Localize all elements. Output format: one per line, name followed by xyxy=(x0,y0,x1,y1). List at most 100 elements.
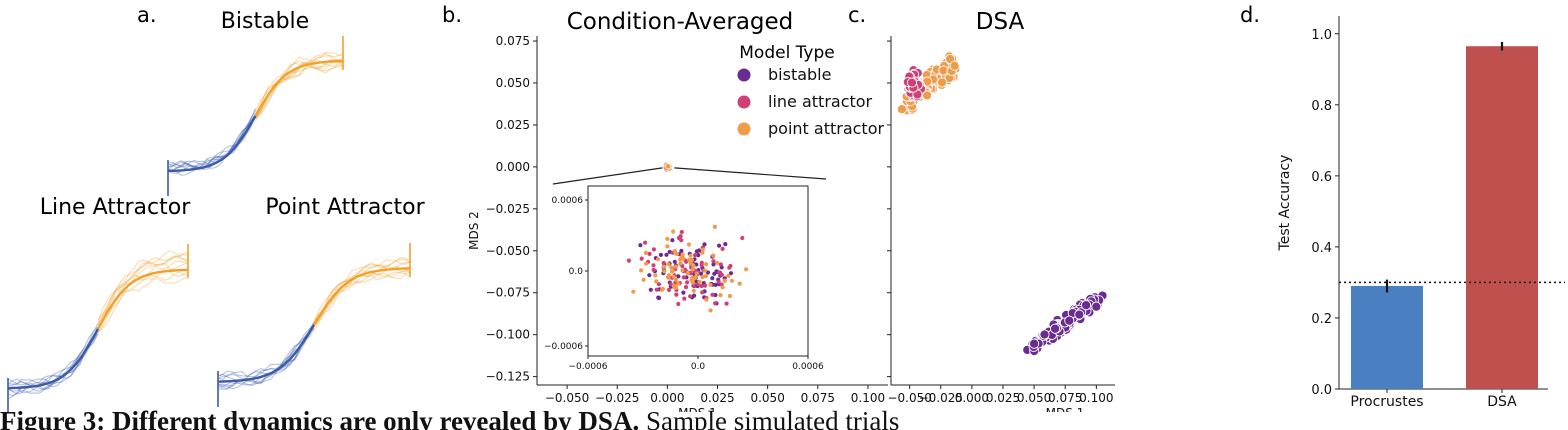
inset-point-bistable xyxy=(670,238,675,243)
inset-point-point-attractor xyxy=(673,264,679,269)
panel-c-point-point-attractor xyxy=(896,104,907,115)
panel-b-inset: −0.0006 0.0 0.0006 0.0006 0.0 −0.0006 xyxy=(544,167,827,372)
inset-point-bistable xyxy=(679,248,684,253)
panel-b-xtick-label: 0.075 xyxy=(801,391,835,405)
inset-point-line-attractor xyxy=(693,253,698,258)
inset-point-line-attractor xyxy=(703,283,708,288)
trajectory-early-trial xyxy=(7,326,99,386)
inset-point-line-attractor xyxy=(651,263,656,268)
inset-point-bistable xyxy=(713,282,718,287)
panel-c-point-bistable xyxy=(1081,300,1092,311)
inset-point-line-attractor xyxy=(718,262,723,267)
legend-marker-bistable xyxy=(737,68,751,82)
panel-c-point-bistable xyxy=(1091,301,1102,312)
panel-c-point-bistable xyxy=(1064,315,1075,326)
trajectory-late-trial xyxy=(255,59,344,114)
bistable-trajectories xyxy=(167,36,344,196)
inset-point-point-attractor xyxy=(678,261,683,266)
inset-point-line-attractor xyxy=(639,256,644,261)
inset-point-point-attractor xyxy=(697,279,702,284)
panel-c-xtick-label: 0.100 xyxy=(1079,391,1113,405)
trajectory-late-mean xyxy=(312,267,411,326)
inset-point-bistable xyxy=(710,276,715,281)
trajectory-early-trial xyxy=(7,329,99,394)
trajectory-early-trial xyxy=(217,324,315,390)
panel-d-ylabel: Test Accuracy xyxy=(1277,155,1293,252)
inset-point-point-attractor xyxy=(703,274,709,279)
bistable-title: Bistable xyxy=(221,9,309,34)
panel-b-axes: 0.075 0.050 0.025 0.000 −0.025 −0.050 −0.075 −0… xyxy=(467,34,888,412)
inset-point-point-attractor xyxy=(671,229,676,234)
panel-c-point-bistable xyxy=(1074,309,1085,320)
inset-point-bistable xyxy=(711,262,716,267)
panel-b-ytick-label: 0.000 xyxy=(496,160,530,174)
bar-dsa xyxy=(1466,46,1538,389)
inset-point-line-attractor xyxy=(678,234,683,239)
panel-b-title: Condition-Averaged xyxy=(567,9,794,35)
panel-d-xtick-label: DSA xyxy=(1487,394,1517,410)
panel-d-ytick-label: 0.6 xyxy=(1311,170,1332,185)
line-attractor-trajectories xyxy=(7,244,189,412)
panel-b: b. Condition-Averaged 0.0750.0500.0250.0… xyxy=(442,3,888,412)
trajectory-early-trial xyxy=(217,323,315,381)
inset-point-point-attractor xyxy=(720,285,725,290)
inset-point-line-attractor xyxy=(661,260,666,266)
inset-point-point-attractor xyxy=(726,273,731,278)
trajectory-late-trial xyxy=(254,51,344,117)
inset-point-bistable xyxy=(647,273,652,278)
trajectory-early-trial xyxy=(167,115,256,171)
legend: Model Type bistable line attractor point a… xyxy=(737,43,884,138)
inset-point-line-attractor xyxy=(685,280,690,285)
trajectory-late-trial xyxy=(255,64,344,118)
panel-c-point-bistable xyxy=(1039,329,1050,340)
trajectory-early-mean xyxy=(7,328,100,390)
panel-b-ytick-label: −0.125 xyxy=(486,370,530,384)
panel-c-xlabel: MDS 1 xyxy=(1046,406,1085,412)
panel-d: d. 0.0 0.2 0.4 0.6 0.8 1.0 Test Accuracy Procru… xyxy=(1240,3,1565,410)
trajectory-late-trial xyxy=(254,52,344,111)
inset-point-point-attractor xyxy=(662,269,667,274)
trajectory-late-trial xyxy=(313,269,411,327)
inset-point-point-attractor xyxy=(655,257,661,262)
trajectory-early-mean xyxy=(167,115,257,173)
trajectory-late-trial xyxy=(313,259,411,324)
inset-point-point-attractor xyxy=(665,236,670,241)
panel-c-xtick-label: 0.075 xyxy=(1048,391,1082,405)
trajectory-late-trial xyxy=(97,269,189,330)
inset-point-point-attractor xyxy=(689,261,694,266)
inset-point-line-attractor xyxy=(699,283,704,289)
inset-point-bistable xyxy=(664,252,669,257)
inset-point-line-attractor xyxy=(643,240,648,245)
panel-c: c. DSA −0.050−0.0250.0000.0250.0500.0750… xyxy=(848,3,1115,412)
inset-point-point-attractor xyxy=(704,297,709,302)
panel-c-point-line-attractor xyxy=(906,77,918,88)
panel-b-ylabel: MDS 2 xyxy=(467,211,481,250)
inset-point-bistable xyxy=(672,259,677,264)
panel-b-ytick-label: −0.075 xyxy=(486,286,530,300)
inset-ytick-label: −0.0006 xyxy=(544,342,583,352)
inset-points xyxy=(626,224,749,313)
inset-point-bistable xyxy=(676,274,681,279)
inset-point-line-attractor xyxy=(679,229,684,235)
inset-point-point-attractor xyxy=(678,257,683,262)
inset-point-line-attractor xyxy=(647,251,652,256)
inset-point-point-attractor xyxy=(737,281,742,286)
inset-point-point-attractor xyxy=(712,224,718,229)
panel-d-ytick-label: 0.8 xyxy=(1311,99,1332,114)
inset-point-point-attractor xyxy=(688,253,693,258)
panel-c-point-point-attractor xyxy=(937,77,948,88)
panel-c-point-bistable xyxy=(1050,323,1061,334)
trajectory-late-trial xyxy=(97,255,189,326)
panel-d-ytick-label: 0.0 xyxy=(1311,383,1332,398)
panel-d-axes: 0.0 0.2 0.4 0.6 0.8 1.0 Test Accuracy Procruste… xyxy=(1277,16,1548,410)
inset-point-point-attractor xyxy=(644,261,649,266)
inset-point-point-attractor xyxy=(643,250,649,255)
inset-point-point-attractor xyxy=(671,274,676,279)
inset-point-line-attractor xyxy=(699,260,704,265)
trajectory-late-trial xyxy=(313,256,411,323)
point-attractor-trajectories xyxy=(217,243,411,407)
inset-point-line-attractor xyxy=(682,296,687,301)
panel-b-xtick-label: 0.100 xyxy=(851,391,885,405)
inset-point-point-attractor xyxy=(700,250,705,255)
panel-c-xtick-label: 0.000 xyxy=(955,391,989,405)
